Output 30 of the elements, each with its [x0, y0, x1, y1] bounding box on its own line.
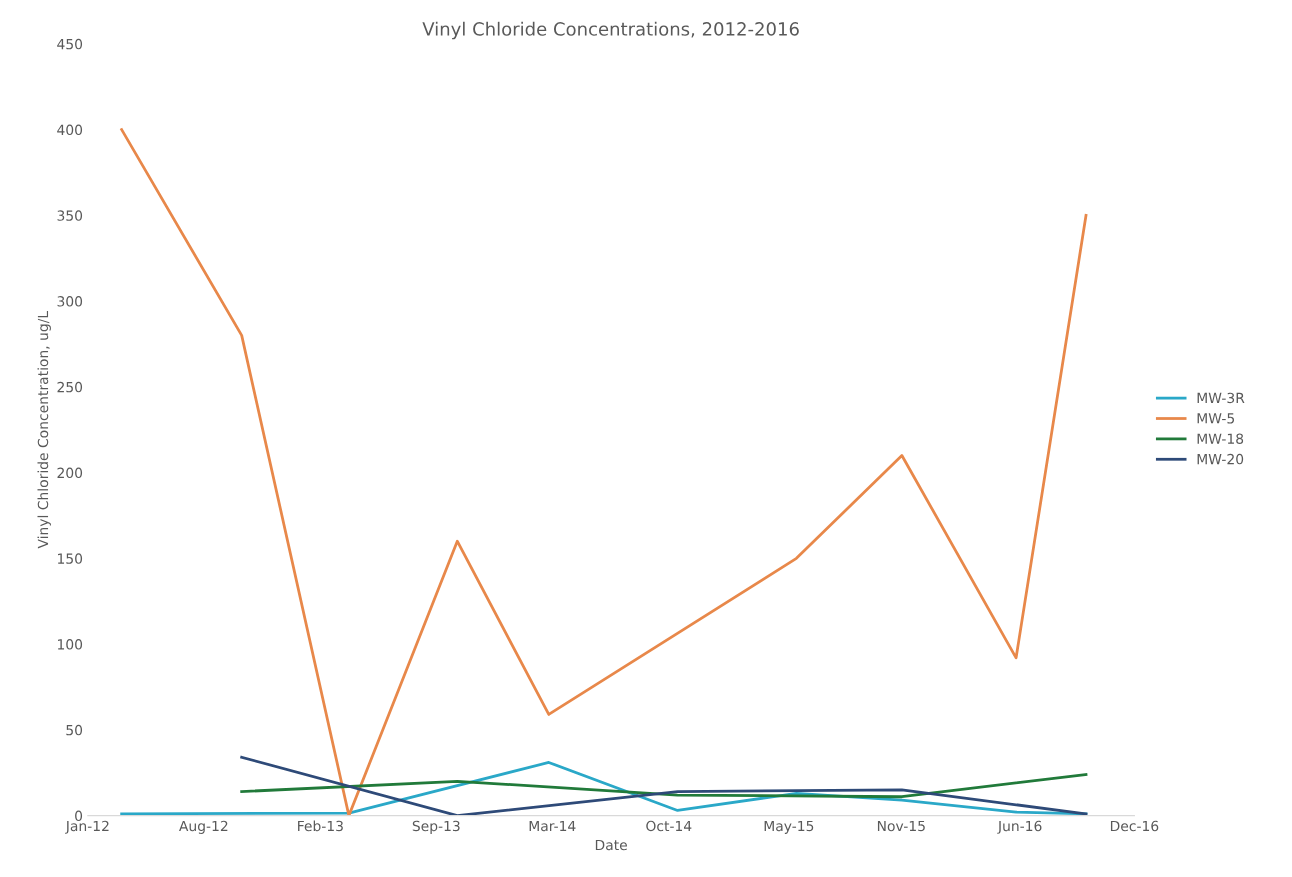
x-tick-label: Jan-12 [65, 820, 109, 834]
x-axis-title: Date [595, 839, 627, 851]
y-tick-label: 350 [57, 210, 83, 221]
legend-label: MW-5 [1197, 413, 1235, 424]
x-tick-label: Dec-16 [1110, 820, 1159, 832]
y-tick-label: 50 [66, 724, 83, 736]
y-tick-label: 0 [75, 810, 83, 822]
x-tick-label: Mar-14 [529, 820, 576, 832]
y-tick-label: 400 [57, 124, 83, 136]
y-axis-title: Vinyl Chloride Concentration, ug/L [37, 310, 51, 549]
legend-label: MW-3R [1197, 392, 1245, 404]
x-tick-label: Jun-16 [997, 820, 1042, 834]
chart-title: Vinyl Chloride Concentrations, 2012-2016 [422, 21, 799, 40]
x-tick-label: Nov-15 [877, 820, 925, 832]
y-tick-label: 250 [57, 381, 83, 393]
y-tick-label: 150 [58, 553, 83, 564]
legend-label: MW-20 [1197, 453, 1244, 465]
x-tick-label: Feb-13 [298, 820, 343, 832]
line-series [240, 755, 1088, 816]
x-tick-label: May-15 [764, 820, 814, 834]
x-tick-label: Oct-14 [646, 820, 692, 832]
x-tick-label: Sep-13 [412, 820, 460, 834]
line-series [120, 128, 1088, 816]
line-series [240, 773, 1088, 799]
y-tick-label: 100 [58, 639, 83, 650]
y-tick-label: 300 [57, 296, 83, 307]
legend-label: MW-18 [1197, 433, 1244, 444]
x-tick-label: Aug-12 [179, 820, 228, 834]
y-tick-label: 200 [57, 467, 83, 479]
y-tick-label: 450 [57, 38, 83, 50]
